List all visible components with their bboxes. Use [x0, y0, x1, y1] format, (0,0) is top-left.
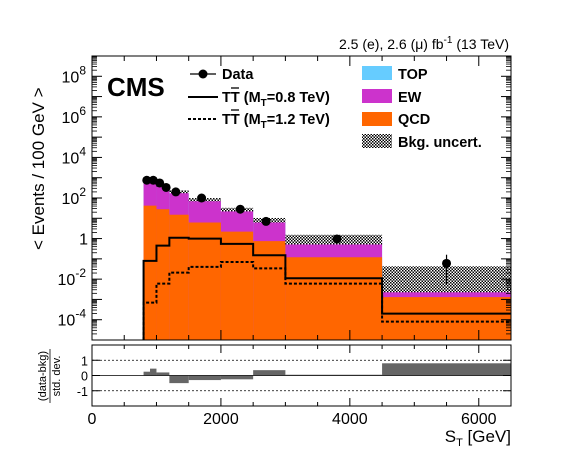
main-y-tick-base: 10	[62, 191, 80, 208]
legend-entry-uncertainty: Bkg. uncert.	[362, 134, 482, 151]
main-y-axis-title: < Events / 100 GeV >	[29, 87, 48, 250]
main-y-tick-base: 10	[62, 69, 80, 86]
data-point-7	[261, 216, 271, 226]
main-y-tick-exponent: -2	[75, 266, 86, 280]
main-y-tick-exponent: 8	[79, 63, 86, 77]
legend-top-label: TOP	[398, 67, 428, 83]
legend-data-label: Data	[222, 67, 254, 83]
legend-ew-swatch	[362, 89, 392, 103]
ratio-bar-3	[169, 375, 189, 384]
legend-uncertainty-label: Bkg. uncert.	[398, 135, 482, 151]
signal-line-0	[142, 236, 511, 340]
data-point-2	[155, 178, 165, 188]
background-stack	[143, 181, 511, 340]
ratio-x-tick-label-3: 6000	[461, 411, 497, 428]
data-point-8	[332, 234, 342, 244]
legend-entry-qcd: QCD	[362, 112, 430, 128]
main-y-tick-exponent: 4	[79, 144, 86, 158]
ratio-bar-5	[220, 375, 254, 380]
ratio-x-tick-label-2: 4000	[332, 411, 368, 428]
ratio-y-title-numerator: (data-bkg)	[37, 351, 49, 401]
legend-qcd-label: QCD	[398, 112, 430, 128]
main-y-tick-base: 10	[62, 150, 80, 167]
main-y-tick-base: 10	[58, 313, 76, 330]
legend-entry-signal-0.8: TT (MT=0.8 TeV)	[188, 87, 330, 109]
legend-entry-data: Data	[190, 67, 254, 83]
ratio-y-title-denominator: std. dev.	[51, 356, 63, 397]
x-axis-title: ST [GeV]	[445, 427, 511, 449]
data-point-3	[161, 182, 171, 192]
legend-qcd-swatch	[362, 112, 392, 126]
legend-ew-label: EW	[398, 90, 422, 106]
stack-bar-qcd-5	[253, 241, 286, 340]
stack-bar-qcd-1	[156, 209, 170, 340]
legend-uncertainty-swatch	[362, 134, 392, 148]
main-y-tick-label-1: 106	[62, 104, 87, 127]
stack-bar-qcd-0	[143, 205, 157, 340]
signal-line-1	[142, 260, 511, 340]
ratio-bar-4	[188, 375, 221, 381]
main-y-tick-label-6: 10-4	[58, 307, 87, 330]
main-y-tick-base: 10	[62, 110, 80, 127]
main-y-tick-base: 10	[58, 272, 76, 289]
ratio-y-tick-label-0: 1	[81, 354, 88, 368]
main-y-tick-exponent: -4	[75, 307, 86, 321]
data-point-5	[197, 193, 207, 203]
ratio-bar-8	[382, 363, 511, 376]
stack-bar-qcd-2	[169, 214, 189, 340]
ratio-bar-6	[253, 370, 286, 376]
data-point-0	[142, 175, 152, 185]
ratio-y-axis-title: (data-bkg) std. dev.	[37, 349, 63, 403]
signal-curves	[142, 236, 511, 340]
cms-logo-text: CMS	[107, 72, 165, 102]
ratio-bar-2	[156, 372, 170, 376]
data-points	[142, 175, 452, 284]
legend: Data TT (MT=0.8 TeV) TT (MT=1.2 TeV) TOP…	[188, 66, 482, 151]
legend-entry-signal-1.2: TT (MT=1.2 TeV)	[188, 109, 330, 131]
main-y-tick-label-4: 1	[79, 232, 88, 249]
stack-bar-qcd-3	[188, 222, 221, 340]
stack-bar-qcd-7	[382, 297, 511, 340]
ratio-bars	[143, 363, 511, 384]
legend-signal-1.2-label: TT (MT=1.2 TeV)	[222, 112, 330, 131]
main-y-tick-label-3: 102	[62, 185, 87, 208]
ratio-guide-lines	[92, 359, 511, 392]
legend-entry-ew: EW	[362, 89, 422, 106]
ratio-x-tick-label-0: 0	[88, 411, 97, 428]
legend-data-marker	[198, 69, 208, 79]
ratio-y-tick-label-1: 0	[81, 370, 88, 384]
main-y-tick-exponent: 6	[79, 104, 86, 118]
main-y-tick-label-0: 108	[62, 63, 87, 86]
ratio-bar-0	[143, 371, 151, 376]
legend-signal-0.8-label: TT (MT=0.8 TeV)	[222, 90, 330, 109]
main-y-tick-label-2: 104	[62, 144, 87, 167]
stack-bar-qcd-6	[285, 257, 383, 340]
data-point-6	[235, 204, 245, 214]
luminosity-label: 2.5 (e), 2.6 (μ) fb-1 (13 TeV)	[339, 35, 509, 52]
ratio-x-tick-label-1: 2000	[203, 411, 239, 428]
ratio-axis-ticks: 1 0-10 2000 4000 6000	[77, 345, 512, 428]
data-point-4	[171, 187, 181, 197]
legend-entry-top: TOP	[362, 66, 428, 83]
main-y-tick-exponent: 2	[79, 185, 86, 199]
stack-bar-qcd-4	[220, 231, 254, 340]
ratio-y-tick-label-2: -1	[77, 385, 88, 399]
data-point-9	[442, 258, 452, 268]
main-y-tick-label-5: 10-2	[58, 266, 87, 289]
legend-top-swatch	[362, 66, 392, 80]
ratio-bar-1	[150, 368, 157, 376]
